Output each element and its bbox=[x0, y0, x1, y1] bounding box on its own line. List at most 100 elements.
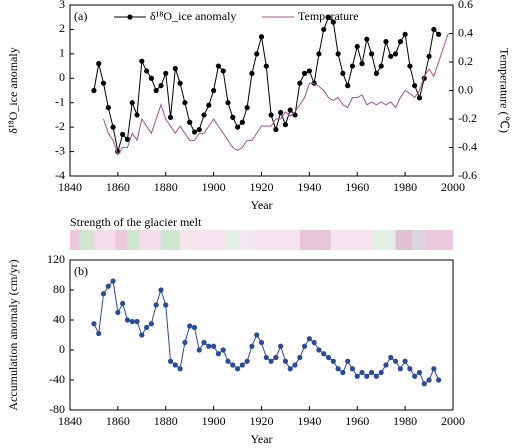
y-tick-label: -4 bbox=[55, 168, 65, 182]
data-point bbox=[278, 109, 284, 116]
series-line bbox=[103, 33, 449, 156]
y2-tick-label: 0.6 bbox=[458, 0, 473, 11]
x-tick-label: 1980 bbox=[393, 180, 417, 194]
x-tick-label: 1860 bbox=[106, 414, 130, 428]
y-tick-label: -40 bbox=[49, 372, 65, 386]
data-point bbox=[196, 126, 202, 133]
strip-segment bbox=[395, 230, 413, 250]
data-point bbox=[187, 323, 193, 329]
data-point bbox=[378, 369, 384, 376]
x-tick-label: 1840 bbox=[58, 414, 82, 428]
y-tick-label: 2 bbox=[59, 21, 65, 35]
data-point bbox=[292, 362, 298, 368]
strip-segment bbox=[299, 230, 331, 250]
data-point bbox=[124, 136, 131, 142]
x-tick-label: 1940 bbox=[297, 414, 321, 428]
data-point bbox=[201, 339, 207, 346]
data-point bbox=[364, 373, 370, 379]
data-point bbox=[96, 61, 102, 67]
data-point bbox=[431, 26, 437, 33]
strip-segment bbox=[412, 230, 425, 250]
data-point bbox=[110, 278, 116, 284]
data-point bbox=[110, 124, 116, 130]
legend-label: δ¹⁸O_ice anomaly bbox=[150, 9, 236, 23]
data-point bbox=[225, 100, 231, 106]
data-point bbox=[239, 362, 245, 368]
y-tick-label: 120 bbox=[47, 252, 65, 266]
data-point bbox=[258, 339, 265, 346]
y-tick-label: -1 bbox=[55, 94, 65, 108]
data-point bbox=[345, 83, 351, 89]
y-tick-label: 0 bbox=[59, 342, 65, 356]
legend-label: Temperature bbox=[298, 9, 358, 23]
data-point bbox=[431, 366, 437, 372]
data-point bbox=[220, 347, 226, 353]
y-axis-label: δ¹⁸O_ice anomaly bbox=[6, 47, 20, 133]
data-point bbox=[120, 131, 126, 138]
x-tick-label: 2000 bbox=[441, 180, 465, 194]
data-point bbox=[105, 283, 111, 289]
data-point bbox=[364, 36, 370, 42]
data-point bbox=[191, 324, 198, 331]
data-point bbox=[211, 343, 217, 349]
data-point bbox=[239, 119, 245, 125]
data-point bbox=[158, 83, 164, 89]
data-point bbox=[297, 80, 303, 86]
data-point bbox=[412, 373, 418, 379]
data-point bbox=[335, 51, 341, 57]
data-point bbox=[349, 366, 356, 372]
data-point bbox=[369, 51, 375, 57]
y2-tick-label: 0.0 bbox=[458, 82, 473, 96]
data-point bbox=[215, 351, 222, 357]
strip-segment bbox=[93, 230, 116, 250]
data-point bbox=[244, 358, 250, 364]
data-point bbox=[388, 53, 394, 59]
strip-segment bbox=[139, 230, 161, 250]
data-point bbox=[167, 358, 174, 364]
data-point bbox=[263, 354, 269, 361]
panel-label: (b) bbox=[74, 264, 88, 278]
y2-tick-label: -0.2 bbox=[458, 111, 477, 125]
data-point bbox=[397, 366, 403, 372]
data-point bbox=[258, 34, 265, 40]
data-point bbox=[273, 354, 279, 361]
data-point bbox=[301, 343, 308, 349]
x-tick-label: 1960 bbox=[345, 180, 369, 194]
x-tick-label: 1900 bbox=[202, 414, 226, 428]
strip-segment bbox=[225, 230, 240, 250]
x-tick-label: 1900 bbox=[202, 180, 226, 194]
data-point bbox=[287, 366, 293, 372]
strip-segment bbox=[254, 230, 300, 250]
y-tick-label: 3 bbox=[59, 0, 65, 11]
data-point bbox=[172, 362, 178, 368]
data-point bbox=[316, 51, 322, 57]
x-tick-label: 1880 bbox=[154, 180, 178, 194]
plot-frame bbox=[69, 4, 454, 177]
data-point bbox=[330, 358, 336, 364]
data-point bbox=[325, 14, 332, 20]
data-point bbox=[392, 358, 399, 364]
data-point bbox=[268, 112, 274, 118]
data-point bbox=[177, 80, 183, 86]
y2-tick-label: -0.6 bbox=[458, 168, 477, 182]
data-point bbox=[129, 100, 135, 106]
data-point bbox=[316, 347, 322, 353]
data-point bbox=[134, 318, 140, 325]
data-point bbox=[129, 318, 135, 325]
data-point bbox=[230, 362, 236, 368]
data-point bbox=[134, 112, 140, 118]
y-tick-label: -80 bbox=[49, 402, 65, 416]
data-point bbox=[340, 70, 346, 76]
data-point bbox=[153, 87, 159, 94]
data-point bbox=[426, 377, 432, 383]
data-point bbox=[306, 336, 312, 342]
data-point bbox=[354, 43, 360, 50]
y-tick-label: -2 bbox=[55, 119, 65, 133]
data-point bbox=[172, 65, 178, 72]
strip-segment bbox=[127, 230, 140, 250]
data-point bbox=[191, 129, 198, 135]
x-tick-label: 1920 bbox=[250, 180, 274, 194]
data-point bbox=[373, 373, 379, 379]
data-point bbox=[306, 68, 312, 74]
strip-segment bbox=[79, 230, 94, 250]
